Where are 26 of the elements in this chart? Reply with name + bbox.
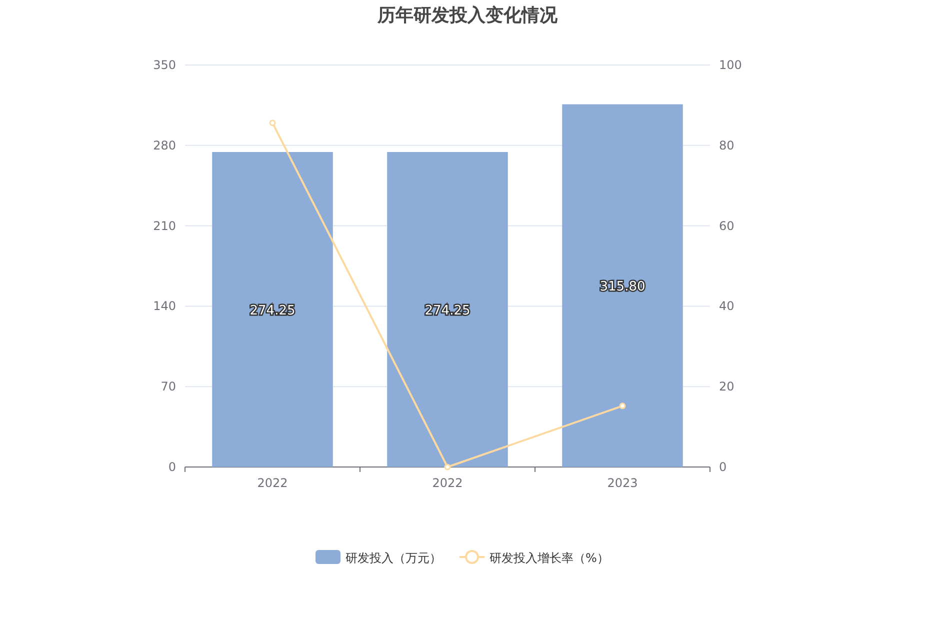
- y2-tick-label: 40: [719, 299, 734, 314]
- point: [444, 464, 451, 470]
- chart-title: 历年研发投入变化情况: [376, 5, 558, 26]
- y2-tick-label: 80: [719, 138, 734, 152]
- data-label: 274.25: [424, 304, 470, 318]
- y-tick-label: 280: [153, 138, 176, 152]
- y-tick-label: 140: [153, 299, 176, 314]
- legend-研发投入增长率（%）: 研发投入增长率（%）: [460, 550, 609, 565]
- x-tick-label: 2023: [607, 476, 638, 490]
- legend-研发投入（万元）: 研发投入（万元）: [316, 550, 442, 565]
- data-label: 274.25: [250, 304, 296, 318]
- legend-label: 研发投入增长率（%）: [490, 551, 609, 565]
- legend-label: 研发投入（万元）: [346, 551, 442, 565]
- y2-tick-label: 0: [719, 460, 727, 474]
- x-tick-label: 2022: [257, 476, 288, 490]
- y-tick-label: 0: [168, 460, 176, 474]
- y2-tick-label: 100: [719, 58, 742, 72]
- data-label: 315.80: [600, 280, 646, 295]
- x-tick-label: 2022: [432, 476, 463, 490]
- y-tick-label: 350: [153, 58, 176, 72]
- y-tick-label: 210: [153, 218, 176, 233]
- y2-tick-label: 20: [719, 380, 734, 394]
- point: [269, 120, 276, 126]
- point: [619, 402, 626, 410]
- y2-tick-label: 60: [719, 218, 734, 233]
- y-tick-label: 70: [160, 380, 176, 394]
